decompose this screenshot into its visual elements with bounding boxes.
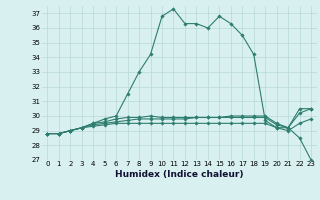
X-axis label: Humidex (Indice chaleur): Humidex (Indice chaleur): [115, 170, 244, 179]
